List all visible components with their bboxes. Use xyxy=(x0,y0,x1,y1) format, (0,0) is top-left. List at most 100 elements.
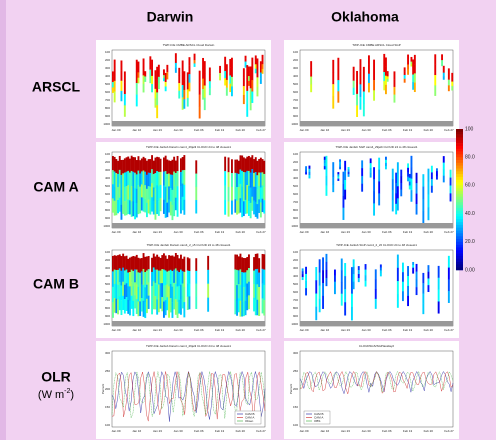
cloud-cell xyxy=(123,94,126,106)
cloud-cell xyxy=(163,157,165,172)
colorbar-cell xyxy=(456,199,463,203)
cloud-cell xyxy=(219,76,221,81)
cloud-cell xyxy=(163,69,165,73)
cloud-cell xyxy=(305,166,307,169)
cloud-cell xyxy=(393,86,396,95)
cloud-cell xyxy=(437,289,440,302)
x-tick-label: Feb 20 xyxy=(236,230,246,234)
cloud-cell xyxy=(157,76,160,84)
cloud-cell xyxy=(244,199,247,214)
cloud-cell xyxy=(125,255,128,270)
cloud-cell xyxy=(180,269,182,285)
cloud-cell xyxy=(308,175,311,179)
cloud-cell xyxy=(120,204,123,220)
cloud-cell xyxy=(253,297,255,312)
colorbar-cell xyxy=(456,143,463,147)
cloud-cell xyxy=(118,183,121,198)
cloud-cell xyxy=(198,70,201,83)
cloud-cell xyxy=(225,64,228,73)
legend-label: CAM A xyxy=(245,415,254,419)
cloud-cell xyxy=(183,286,186,303)
cloud-cell xyxy=(174,283,177,300)
cloud-cell xyxy=(347,171,350,175)
x-tick-label: Feb 27 xyxy=(444,128,454,132)
cloud-cell xyxy=(315,267,318,281)
cloud-cell xyxy=(407,276,409,287)
cloud-cell xyxy=(253,270,255,285)
cloud-cell xyxy=(112,255,114,272)
cloud-cell xyxy=(135,94,138,107)
cloud-cell xyxy=(359,96,362,110)
cloud-cell xyxy=(242,68,245,78)
cloud-cell xyxy=(236,254,238,271)
cloud-cell xyxy=(151,197,153,212)
cloud-cell xyxy=(137,61,140,68)
cloud-cell xyxy=(447,279,450,292)
cloud-cell xyxy=(118,155,121,171)
colorbar-cell xyxy=(456,267,463,271)
legend-label: CAM B xyxy=(245,412,255,416)
y-tick-label: 500 xyxy=(293,82,298,86)
cloud-cell xyxy=(166,173,169,189)
cloud-cell xyxy=(323,162,326,167)
cloud-cell xyxy=(383,62,386,73)
x-tick-label: Feb 27 xyxy=(444,429,454,433)
x-tick-label: Feb 06 xyxy=(194,128,204,132)
cloud-cell xyxy=(178,285,181,300)
cloud-cell xyxy=(396,281,399,295)
y-tick-label: 600 xyxy=(105,192,110,196)
cloud-cell xyxy=(393,94,396,103)
cloud-cell xyxy=(340,270,343,283)
cloud-cell xyxy=(231,67,233,78)
cloud-cell xyxy=(130,269,133,283)
cloud-cell xyxy=(140,171,143,185)
y-tick-label: 800 xyxy=(293,208,298,212)
cloud-cell xyxy=(239,183,242,199)
cloud-cell xyxy=(373,90,375,101)
cloud-cell xyxy=(120,189,123,205)
cloud-cell xyxy=(410,167,413,179)
cloud-cell xyxy=(434,64,437,76)
cloud-cell xyxy=(113,171,116,187)
cloud-cell xyxy=(166,159,169,175)
cloud-cell xyxy=(152,174,155,188)
ground xyxy=(300,321,453,326)
cloud-cell xyxy=(379,270,382,274)
cloud-cell xyxy=(151,83,153,93)
cloud-cell xyxy=(173,201,176,217)
cloud-cell xyxy=(347,169,350,173)
cloud-cell xyxy=(236,173,238,188)
cloud-cell xyxy=(442,169,445,176)
cloud-cell xyxy=(174,160,177,174)
cloud-cell xyxy=(152,160,155,175)
cloud-cell xyxy=(403,71,406,76)
cloud-cell xyxy=(202,89,204,100)
cloud-cell xyxy=(166,68,169,73)
cloud-cell xyxy=(146,160,148,175)
cloud-cell xyxy=(112,82,114,88)
cloud-cell xyxy=(112,76,114,83)
cloud-cell xyxy=(164,285,167,301)
cloud-cell xyxy=(447,74,450,80)
cloud-cell xyxy=(178,299,181,314)
cloud-cell xyxy=(174,62,177,68)
cloud-cell xyxy=(120,256,123,271)
cloud-cell xyxy=(393,79,396,88)
cloud-cell xyxy=(344,289,347,303)
y-tick-label: 100 xyxy=(293,152,298,156)
x-tick-label: Jan 09 xyxy=(299,328,308,332)
cloud-cell xyxy=(186,89,189,99)
cloud-cell xyxy=(374,289,377,300)
x-tick-label: Feb 27 xyxy=(444,328,454,332)
x-tick-label: Feb 06 xyxy=(382,230,392,234)
cloud-cell xyxy=(410,63,413,67)
cloud-cell xyxy=(181,60,184,73)
cloud-cell xyxy=(156,156,159,172)
y-tick-label: 600 xyxy=(105,290,110,294)
cloud-cell xyxy=(151,257,153,273)
cloud-cell xyxy=(149,76,152,84)
cloud-cell xyxy=(383,72,386,82)
cloud-cell xyxy=(237,187,240,201)
x-tick-label: Feb 13 xyxy=(215,429,225,433)
cloud-cell xyxy=(332,184,335,193)
